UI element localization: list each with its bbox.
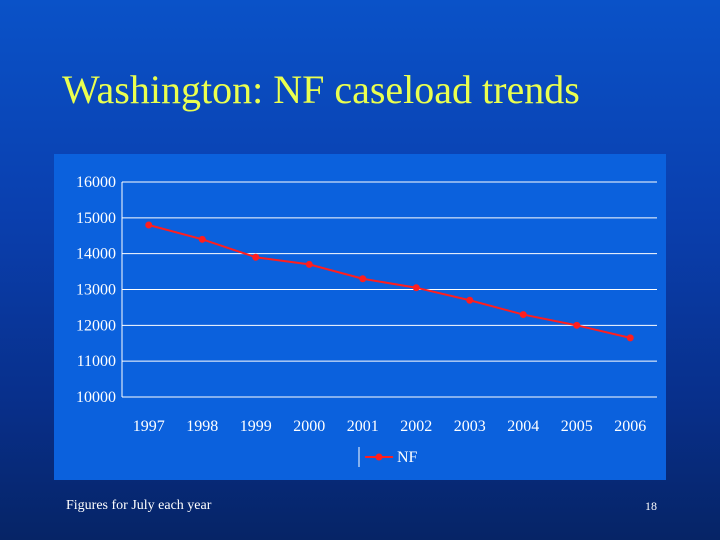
x-tick-label: 1997: [133, 418, 165, 435]
data-point: [359, 275, 367, 283]
slide-title: Washington: NF caseload trends: [62, 67, 580, 112]
x-tick-label: 2004: [507, 418, 539, 435]
data-point: [305, 260, 313, 268]
x-tick-label: 1998: [186, 418, 218, 435]
x-tick-label: 2001: [347, 418, 379, 435]
data-point: [198, 235, 206, 243]
legend-label: NF: [397, 449, 418, 466]
data-point: [519, 311, 527, 319]
data-point: [412, 284, 420, 292]
series-line-nf: [148, 224, 631, 339]
x-tick-label: 1999: [240, 418, 272, 435]
slide-number: 18: [645, 499, 657, 513]
legend-marker-swatch: [375, 453, 383, 461]
y-tick-label: 13000: [76, 282, 116, 299]
x-tick-label: 2000: [293, 418, 325, 435]
chart-panel: 10000 11000 12000 13000 14000 15000 16000 1997 1…: [54, 154, 666, 480]
y-tick-label: 16000: [76, 174, 116, 191]
x-tick-label: 2002: [400, 418, 432, 435]
y-tick-label: 15000: [76, 210, 116, 227]
y-tick-label: 14000: [76, 246, 116, 263]
data-point: [626, 334, 634, 342]
x-tick-label: 2005: [561, 418, 593, 435]
footnote: Figures for July each year: [66, 498, 212, 513]
x-tick-label: 2006: [614, 418, 646, 435]
y-tick-label: 12000: [76, 317, 116, 334]
nf-caseload-chart: 10000 11000 12000 13000 14000 15000 16000 1997 1…: [76, 174, 657, 467]
x-tick-label: 2003: [454, 418, 486, 435]
y-tick-label: 11000: [77, 353, 116, 370]
data-point: [466, 296, 474, 304]
data-point: [252, 253, 260, 261]
data-point: [573, 321, 581, 329]
y-tick-label: 10000: [76, 389, 116, 406]
data-point: [145, 221, 153, 229]
